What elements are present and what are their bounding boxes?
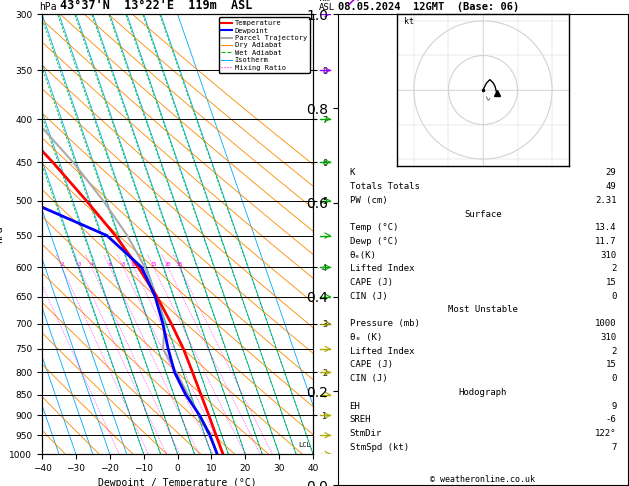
- Text: 0: 0: [611, 292, 616, 301]
- Text: 15: 15: [606, 278, 616, 287]
- Text: 2.31: 2.31: [595, 196, 616, 205]
- Text: Lifted Index: Lifted Index: [350, 264, 414, 273]
- Text: 310: 310: [600, 333, 616, 342]
- Text: 8: 8: [121, 262, 125, 267]
- Text: 20: 20: [165, 262, 171, 267]
- Text: 13.4: 13.4: [595, 223, 616, 232]
- Text: 08.05.2024  12GMT  (Base: 06): 08.05.2024 12GMT (Base: 06): [338, 1, 520, 12]
- Text: 9: 9: [611, 401, 616, 411]
- Text: Temp (°C): Temp (°C): [350, 223, 398, 232]
- Text: 49: 49: [606, 182, 616, 191]
- Text: EH: EH: [350, 401, 360, 411]
- Text: Lifted Index: Lifted Index: [350, 347, 414, 356]
- Text: Totals Totals: Totals Totals: [350, 182, 420, 191]
- Text: 2: 2: [611, 264, 616, 273]
- Text: θₑ(K): θₑ(K): [350, 251, 377, 260]
- Text: 15: 15: [606, 360, 616, 369]
- Text: PW (cm): PW (cm): [350, 196, 387, 205]
- Text: 43°37'N  13°22'E  119m  ASL: 43°37'N 13°22'E 119m ASL: [60, 0, 252, 12]
- X-axis label: Dewpoint / Temperature (°C): Dewpoint / Temperature (°C): [98, 478, 257, 486]
- Text: LCL: LCL: [299, 442, 311, 448]
- Text: Surface: Surface: [464, 209, 502, 219]
- Text: © weatheronline.co.uk: © weatheronline.co.uk: [430, 474, 535, 484]
- Text: CAPE (J): CAPE (J): [350, 278, 392, 287]
- Text: Most Unstable: Most Unstable: [448, 306, 518, 314]
- Text: CIN (J): CIN (J): [350, 292, 387, 301]
- Text: θₑ (K): θₑ (K): [350, 333, 382, 342]
- Text: ↗: ↗: [344, 0, 360, 9]
- Text: Pressure (mb): Pressure (mb): [350, 319, 420, 328]
- Text: K: K: [350, 168, 355, 177]
- Text: kt: kt: [404, 17, 413, 26]
- Text: 1000: 1000: [595, 319, 616, 328]
- Text: km
ASL: km ASL: [320, 0, 335, 12]
- Text: CAPE (J): CAPE (J): [350, 360, 392, 369]
- Text: Dewp (°C): Dewp (°C): [350, 237, 398, 246]
- Text: 2: 2: [611, 347, 616, 356]
- Text: -6: -6: [606, 415, 616, 424]
- Text: 310: 310: [600, 251, 616, 260]
- Text: 25: 25: [176, 262, 182, 267]
- Text: 29: 29: [606, 168, 616, 177]
- Text: 4: 4: [90, 262, 93, 267]
- Text: 10: 10: [131, 262, 137, 267]
- Text: 3: 3: [77, 262, 81, 267]
- Text: Hodograph: Hodograph: [459, 388, 507, 397]
- Text: StmSpd (kt): StmSpd (kt): [350, 443, 409, 451]
- Text: StmDir: StmDir: [350, 429, 382, 438]
- Text: 7: 7: [611, 443, 616, 451]
- Y-axis label: hPa: hPa: [0, 225, 4, 243]
- Text: 6: 6: [108, 262, 111, 267]
- Text: 11.7: 11.7: [595, 237, 616, 246]
- Text: 122°: 122°: [595, 429, 616, 438]
- Text: 0: 0: [611, 374, 616, 383]
- Text: hPa: hPa: [39, 1, 57, 12]
- Text: SREH: SREH: [350, 415, 371, 424]
- Text: 2: 2: [60, 262, 64, 267]
- Text: 15: 15: [150, 262, 157, 267]
- Legend: Temperature, Dewpoint, Parcel Trajectory, Dry Adiabat, Wet Adiabat, Isotherm, Mi: Temperature, Dewpoint, Parcel Trajectory…: [218, 17, 309, 73]
- Text: CIN (J): CIN (J): [350, 374, 387, 383]
